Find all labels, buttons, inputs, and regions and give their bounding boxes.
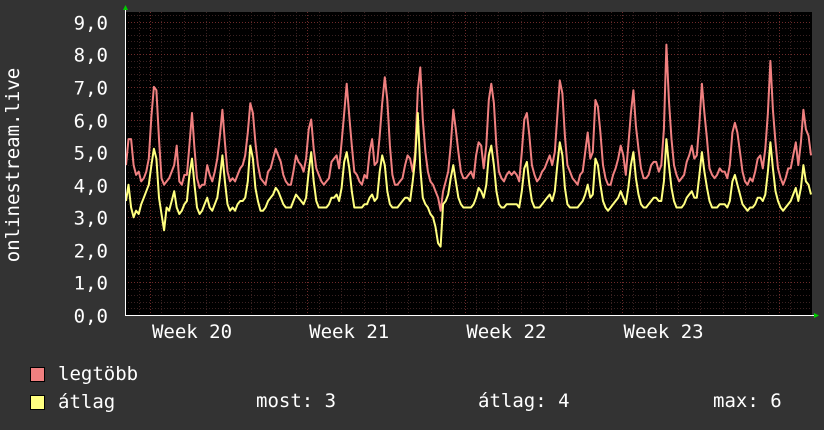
y-tick-label: 2,0 (74, 241, 108, 263)
x-tick-label: Week 23 (624, 321, 704, 343)
x-tick-label: Week 20 (152, 321, 232, 343)
series-line-legtobb (125, 43, 812, 212)
y-tick-label: 4,0 (74, 176, 108, 198)
y-tick-label: 5,0 (74, 143, 108, 165)
legend-label-atlag: átlag (58, 391, 116, 413)
y-tick-label: 1,0 (74, 273, 108, 295)
legend-item-legtobb: legtöbb (30, 362, 138, 386)
chart: 0,01,02,03,04,05,06,07,08,09,0 Week 20 We… (2, 5, 819, 343)
x-axis-arrow (814, 313, 819, 318)
stat-max: max: 6 (713, 390, 782, 412)
legend-swatch-atlag (30, 394, 45, 410)
x-tick-label: Week 22 (466, 321, 546, 343)
legend-swatch-legtobb (30, 366, 45, 382)
stat-atlag: átlag: 4 (478, 390, 570, 412)
stat-most: most: 3 (256, 390, 337, 412)
series-layer (125, 43, 812, 248)
major-grid (125, 12, 812, 315)
plot-area (125, 12, 812, 315)
y-tick-label: 3,0 (74, 208, 108, 230)
y-axis-label: onlinestream.live (2, 68, 24, 262)
y-tick-labels: 0,0 1,0 2,0 3,0 4,0 5,0 6,0 7,0 8,0 9,0 (74, 13, 108, 328)
legend-label-legtobb: legtöbb (58, 363, 139, 385)
y-tick-label: 7,0 (74, 78, 108, 100)
x-tick-labels: Week 20 Week 21 Week 22 Week 23 (152, 321, 704, 343)
y-tick-label: 9,0 (74, 13, 108, 35)
y-axis-arrow (123, 5, 128, 10)
y-tick-label: 8,0 (74, 45, 108, 67)
y-tick-label: 0,0 (74, 306, 108, 328)
series-line-atlag (125, 112, 812, 248)
x-tick-label: Week 21 (309, 321, 389, 343)
y-tick-label: 6,0 (74, 111, 108, 133)
legend-item-atlag: átlag (30, 390, 115, 414)
axes (123, 5, 819, 318)
